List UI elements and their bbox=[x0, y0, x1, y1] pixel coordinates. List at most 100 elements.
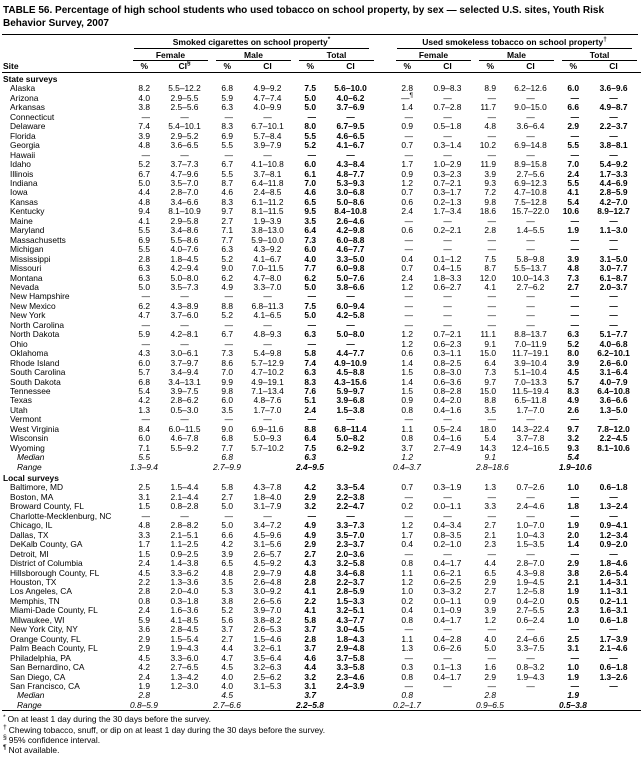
table-row: Boston, MA 3.1 2.1–4.4 2.7 1.8–4.0 2.9 2.2–3.8… bbox=[2, 491, 641, 502]
ci-cell: 0.9–2.0 bbox=[599, 539, 628, 550]
pct-cell: 6.3 bbox=[138, 272, 150, 283]
ci-cell: — bbox=[526, 234, 535, 245]
ci-cell: 4.8–7.7 bbox=[336, 168, 365, 179]
pct-cell: 5.7 bbox=[138, 367, 150, 378]
pct-cell: 4.7 bbox=[138, 310, 150, 321]
pct-cell: 7.0 bbox=[221, 367, 233, 378]
pct-cell: — bbox=[404, 319, 413, 330]
pct-cell: 5.4 bbox=[138, 385, 150, 396]
pct-cell: 6.0 bbox=[138, 433, 150, 444]
pct-cell: 4.9 bbox=[221, 281, 233, 292]
pct-cell: 8.4 bbox=[138, 423, 150, 434]
ci-cell: 4.3–7.7 bbox=[336, 614, 365, 625]
table-row: New Hampshire — — — — — — — — — — — — bbox=[2, 291, 641, 302]
ci-cell: 4.9–8.7 bbox=[599, 102, 628, 113]
ci-cell: 5.6–10.0 bbox=[334, 83, 367, 94]
ci-cell: 2.4–3.9 bbox=[336, 681, 365, 691]
pct-cell: 1.0 bbox=[401, 586, 413, 597]
pct-cell: 7.3 bbox=[567, 272, 579, 283]
ci-cell: 1.5–4.6 bbox=[253, 633, 282, 644]
ci-cell: 0.4–2.8 bbox=[433, 633, 462, 644]
pct-cell: 4.6 bbox=[304, 652, 316, 663]
ci-cell: 1.5–4.4 bbox=[170, 482, 199, 493]
summary-row: Median 5.5 6.8 6.3 1.2 9.1 5.4 bbox=[2, 452, 641, 463]
pct-cell: 0.9 bbox=[401, 395, 413, 406]
ci-cell bbox=[239, 701, 296, 711]
pct-cell: 1.2 bbox=[401, 338, 413, 349]
section-row: State surveys bbox=[2, 73, 641, 85]
ci-cell: 3.2–5.1 bbox=[336, 605, 365, 616]
pct-cell: 3.6 bbox=[138, 624, 150, 635]
ci-cell: 3.6–9.6 bbox=[599, 83, 628, 94]
table-row: DeKalb County, GA 1.7 1.1–2.5 4.2 3.1–5.6 2.9… bbox=[2, 539, 641, 550]
ci-cell: 3.5–7.0 bbox=[170, 177, 199, 188]
site-cell: Arkansas bbox=[10, 102, 45, 113]
column-gap bbox=[379, 550, 393, 559]
site-cell: Iowa bbox=[10, 187, 28, 198]
ci-cell: — bbox=[443, 234, 452, 245]
subgroup-header-row: Female Male Total Female Male Total bbox=[2, 49, 641, 61]
pct-cell: — bbox=[487, 491, 496, 502]
column-gap bbox=[379, 635, 393, 644]
ci-cell: 1.3–3.6 bbox=[170, 577, 199, 588]
column-gap bbox=[379, 434, 393, 443]
pct-cell: 1.6 bbox=[484, 662, 496, 673]
pct-cell: — bbox=[404, 291, 413, 302]
ci-cell: 1.9–4.3 bbox=[170, 643, 199, 654]
pct-cell: — bbox=[141, 149, 150, 160]
ci-cell: 2.7–6.5 bbox=[170, 662, 199, 673]
ci-cell: 0.5–2.4 bbox=[433, 423, 462, 434]
ci-cell: 0.6–1.8 bbox=[599, 662, 628, 673]
pct-cell: 4.7 bbox=[221, 652, 233, 663]
ci-cell: 7.5–12.8 bbox=[514, 196, 547, 207]
pct-cell: 0.7 bbox=[401, 263, 413, 274]
pct-cell: — bbox=[404, 681, 413, 691]
ci-cell: 6.2–9.2 bbox=[336, 442, 365, 453]
pct-cell: 5.0 bbox=[304, 310, 316, 321]
table-row: South Dakota 6.8 3.4–13.1 9.9 4.9–19.1 8.3 4.3… bbox=[2, 376, 641, 387]
pct-cell: 5.7 bbox=[567, 376, 579, 387]
ci-cell: 1.1–2.5 bbox=[170, 539, 199, 550]
ci-cell: 2.8–5.9 bbox=[336, 586, 365, 597]
ci-cell: 1.9–4.5 bbox=[516, 577, 545, 588]
pct-cell: 2.7 bbox=[304, 548, 316, 559]
site-cell: Georgia bbox=[10, 140, 40, 151]
pct-cell: — bbox=[307, 149, 316, 160]
ci-cell: 2.9–7.9 bbox=[253, 567, 282, 578]
ci-cell: 2.4–8.5 bbox=[253, 187, 282, 198]
ci-cell: 0.6–2.5 bbox=[433, 577, 462, 588]
ci-cell: — bbox=[443, 291, 452, 302]
pct-cell: 7.5 bbox=[304, 442, 316, 453]
ci-cell bbox=[502, 453, 559, 462]
ci-cell: 6.5–11.8 bbox=[514, 395, 547, 406]
pct-cell: 9.8 bbox=[221, 385, 233, 396]
column-gap bbox=[379, 531, 393, 540]
ci-cell: — bbox=[526, 652, 535, 663]
ci-cell: 0.4–3.4 bbox=[433, 520, 462, 531]
pct-cell: 8.3 bbox=[304, 376, 316, 387]
ci-cell: 4.2–8.1 bbox=[170, 329, 199, 340]
pct-cell: 2.3 bbox=[484, 539, 496, 550]
pct-cell: 0.8–5.9 bbox=[130, 699, 158, 710]
site-cell: Michigan bbox=[10, 244, 44, 255]
pct-header: % bbox=[213, 61, 239, 73]
ci-cell: 1.3–2.4 bbox=[599, 501, 628, 512]
site-cell: Palm Beach County, FL bbox=[10, 643, 98, 654]
ci-cell: 4.3–15.6 bbox=[334, 376, 367, 387]
pct-cell: 6.8 bbox=[221, 433, 233, 444]
ci-cell: 1.1–3.1 bbox=[599, 586, 628, 597]
table-body: State surveys Alaska 8.2 5.5–12.2 6.8 4.9–9.2… bbox=[2, 73, 641, 711]
pct-cell: 9.1 bbox=[484, 452, 496, 463]
pct-cell: 3.5 bbox=[221, 404, 233, 415]
table-row: South Carolina 5.7 3.4–9.4 7.0 4.7–10.2 6.3 4.… bbox=[2, 367, 641, 378]
pct-cell: 1.1 bbox=[401, 633, 413, 644]
ci-cell: 5.5–9.2 bbox=[170, 442, 199, 453]
ci-cell: 0.7–2.6 bbox=[516, 482, 545, 493]
table-row: Delaware 7.4 5.4–10.1 8.3 6.7–10.1 8.0 6.7–9.5… bbox=[2, 121, 641, 131]
table-row: New Mexico 6.2 4.3–8.9 8.8 6.8–11.3 7.5 6.0–9.… bbox=[2, 301, 641, 311]
pct-cell: 3.9 bbox=[567, 253, 579, 264]
ci-cell: 5.7–12.9 bbox=[251, 357, 284, 368]
column-gap bbox=[379, 274, 393, 283]
data-table: Smoked cigarettes on school property* Us… bbox=[2, 35, 641, 712]
ci-cell: — bbox=[609, 244, 618, 255]
